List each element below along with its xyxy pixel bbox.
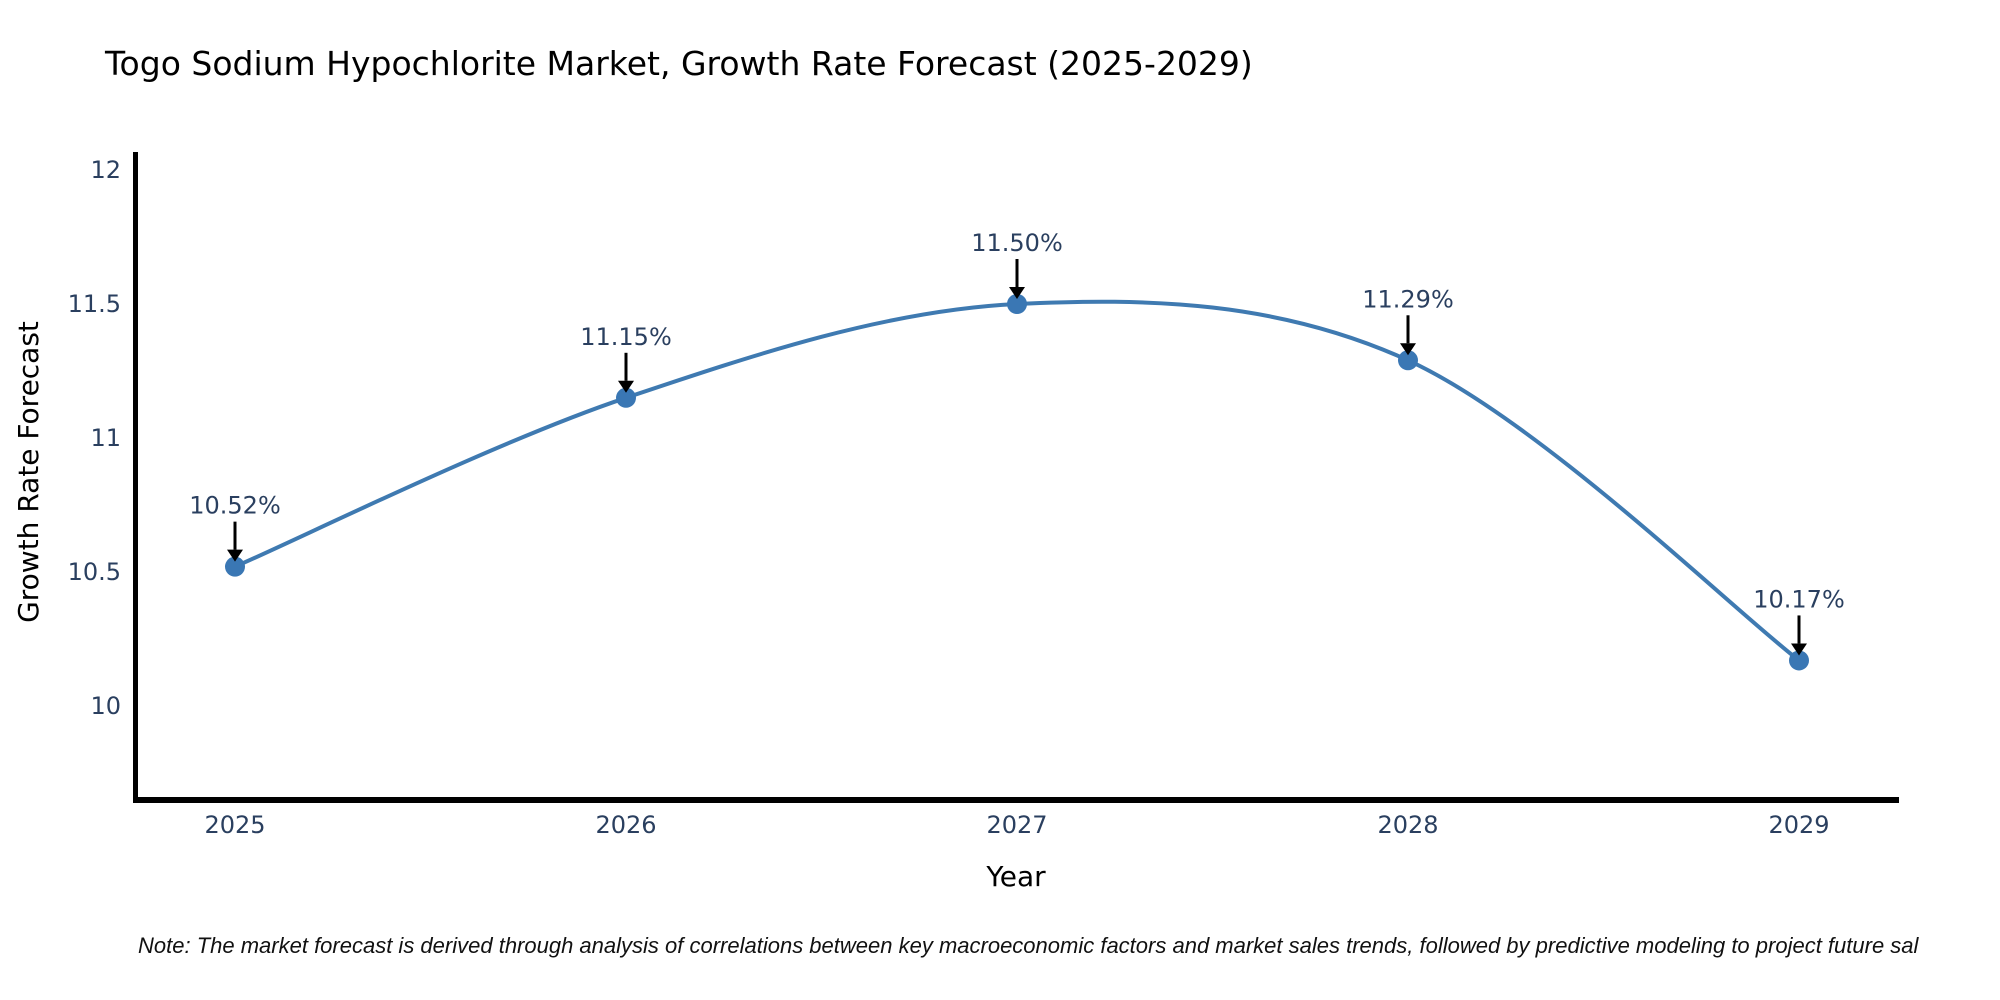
annotation-label: 10.17% xyxy=(1753,585,1845,613)
x-tick-label: 2025 xyxy=(204,811,265,839)
annotation-label: 11.15% xyxy=(580,323,672,351)
data-series xyxy=(225,294,1809,671)
forecast-line xyxy=(233,299,1801,663)
x-tick-label: 2026 xyxy=(595,811,656,839)
annotation-arrow-head xyxy=(227,549,243,562)
annotation-label: 10.52% xyxy=(189,492,281,520)
x-axis-spine xyxy=(133,797,1899,803)
annotation-arrow-head xyxy=(618,380,634,393)
x-tick-label: 2029 xyxy=(1768,811,1829,839)
data-point-2028 xyxy=(1398,350,1418,371)
y-tick-label: 10.5 xyxy=(68,558,121,586)
x-axis-title: Year xyxy=(985,860,1046,893)
annotation-arrow-head xyxy=(1791,643,1807,656)
annotation-label: 11.29% xyxy=(1362,285,1454,313)
annotation-arrow-head xyxy=(1400,343,1416,356)
axes: 12 11.5 11 10.5 10 2025 2026 2027 2028 2029 xyxy=(68,152,1899,839)
y-tick-label: 11 xyxy=(90,424,121,452)
x-tick-label: 2028 xyxy=(1377,811,1438,839)
data-point-2029 xyxy=(1789,650,1809,671)
y-axis-title: Growth Rate Forecast xyxy=(12,321,45,623)
chart-title: Togo Sodium Hypochlorite Market, Growth … xyxy=(104,44,1253,83)
y-tick-label: 11.5 xyxy=(68,290,121,318)
y-axis-spine xyxy=(133,152,138,803)
annotation-label: 11.50% xyxy=(971,229,1063,257)
y-tick-label: 10 xyxy=(90,692,121,720)
data-point-2027 xyxy=(1007,294,1027,314)
data-point-2026 xyxy=(616,387,636,408)
y-tick-label: 12 xyxy=(90,156,121,184)
data-point-2025 xyxy=(225,556,245,577)
annotation-arrow-head xyxy=(1009,287,1025,299)
footnote: Note: The market forecast is derived thr… xyxy=(138,933,1919,958)
x-tick-label: 2027 xyxy=(986,811,1047,839)
annotations: 10.52% 11.15% 11.50% 11.29% 10.17% xyxy=(189,229,1845,656)
